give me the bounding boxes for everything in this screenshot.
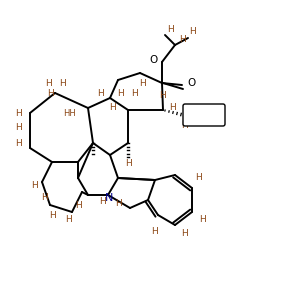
- Text: H: H: [170, 103, 176, 111]
- Text: H: H: [182, 121, 188, 129]
- Text: H: H: [60, 80, 66, 88]
- FancyBboxPatch shape: [183, 104, 225, 126]
- Text: H: H: [47, 89, 54, 99]
- Text: H: H: [152, 227, 158, 237]
- Text: H: H: [125, 159, 131, 167]
- Text: H: H: [15, 139, 21, 147]
- Text: H: H: [167, 25, 173, 35]
- Text: N: N: [105, 193, 113, 203]
- Text: H: H: [182, 230, 188, 238]
- Text: Abs: Abs: [196, 110, 212, 120]
- Text: H: H: [42, 193, 49, 203]
- Text: H: H: [49, 211, 55, 219]
- Text: H: H: [140, 79, 146, 88]
- Text: H: H: [180, 35, 186, 44]
- Text: H: H: [195, 174, 201, 182]
- Text: H: H: [45, 80, 51, 88]
- Text: H: H: [110, 103, 116, 113]
- Text: H: H: [97, 89, 103, 99]
- Text: O: O: [188, 78, 196, 88]
- Text: H: H: [15, 124, 21, 132]
- Text: H: H: [65, 215, 71, 225]
- Text: H: H: [32, 181, 39, 189]
- Text: H: H: [189, 28, 196, 36]
- Text: H: H: [199, 215, 206, 225]
- Text: H: H: [160, 91, 166, 99]
- Text: H: H: [117, 89, 123, 99]
- Text: H: H: [75, 200, 81, 210]
- Text: O: O: [150, 55, 158, 65]
- Text: H: H: [100, 197, 106, 207]
- Text: H: H: [15, 109, 21, 118]
- Text: HH: HH: [64, 109, 76, 118]
- Text: H: H: [115, 199, 121, 207]
- Text: H: H: [132, 89, 138, 99]
